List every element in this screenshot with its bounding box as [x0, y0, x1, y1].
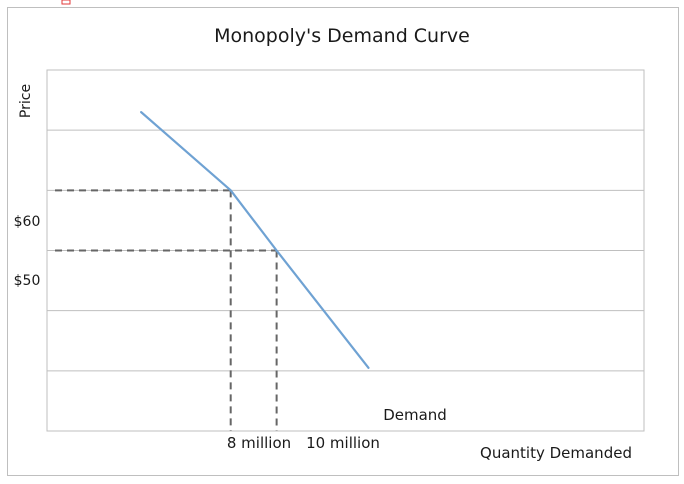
y-tick-label-60: $60 — [14, 214, 41, 230]
demand-curve-line — [140, 111, 370, 369]
y-axis-label: Price — [18, 84, 34, 118]
plot-area — [46, 69, 645, 432]
demand-curve-label: Demand — [383, 406, 447, 424]
x-tick-label-8-million: 8 million — [227, 434, 291, 452]
x-axis-label: Quantity Demanded — [480, 444, 632, 462]
corner-red-mark — [61, 0, 71, 5]
chart-title: Monopoly's Demand Curve — [214, 25, 470, 47]
x-tick-label-10-million: 10 million — [306, 434, 380, 452]
y-tick-label-50: $50 — [14, 273, 41, 289]
chart-outer-border — [7, 7, 679, 476]
